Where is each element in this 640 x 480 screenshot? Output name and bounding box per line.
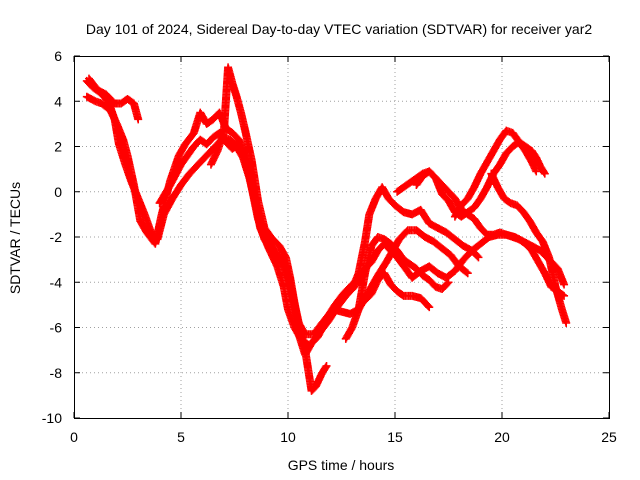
x-tick-label: 0 (70, 429, 78, 445)
data-marks (82, 63, 571, 395)
series-arc3 (84, 74, 143, 124)
data-point (425, 303, 434, 312)
y-tick-labels: -10 -8 -6 -4 -2 0 2 4 6 (42, 48, 62, 426)
y-tick-label: -8 (50, 365, 63, 381)
data-point (473, 252, 482, 261)
x-tick-labels: 0 5 10 15 20 25 (70, 429, 617, 445)
x-tick-label: 15 (387, 429, 403, 445)
series-arc11 (450, 126, 541, 221)
data-point (322, 361, 331, 370)
data-point (474, 253, 483, 262)
x-tick-label: 25 (601, 429, 617, 445)
y-tick-label: 6 (54, 48, 62, 64)
data-point (560, 280, 569, 289)
y-tick-label: 2 (54, 139, 62, 155)
y-tick-label: -2 (50, 229, 63, 245)
data-point (443, 279, 452, 288)
series-arc7 (348, 183, 483, 294)
series-arc8 (361, 269, 434, 312)
x-axis-label: GPS time / hours (288, 457, 395, 473)
x-tick-label: 5 (177, 429, 185, 445)
data-point (398, 290, 407, 299)
y-tick-label: -4 (50, 274, 63, 290)
data-point (562, 318, 571, 327)
y-tick-label: 0 (54, 184, 62, 200)
y-tick-label: -10 (42, 410, 62, 426)
axis-ticks (73, 55, 610, 419)
y-axis-label: SDTVAR / TECUs (7, 182, 23, 294)
data-point (134, 115, 143, 124)
data-point (444, 278, 453, 287)
x-tick-label: 20 (494, 429, 510, 445)
data-point (462, 268, 471, 277)
series-arc12 (487, 169, 571, 327)
data-point (532, 167, 541, 176)
data-point (424, 302, 433, 311)
chart-title: Day 101 of 2024, Sidereal Day-to-day VTE… (86, 21, 592, 37)
y-tick-label: 4 (54, 93, 62, 109)
data-point (463, 269, 472, 278)
y-tick-label: -6 (50, 320, 63, 336)
series-arc6 (341, 233, 453, 343)
data-point (540, 169, 549, 178)
x-tick-label: 10 (280, 429, 296, 445)
